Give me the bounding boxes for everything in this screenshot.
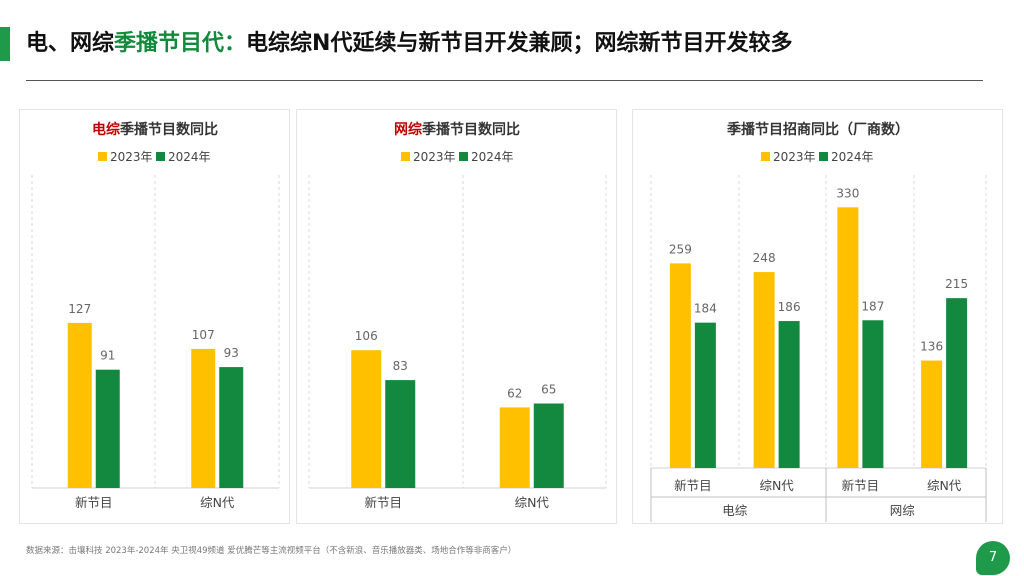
bar-2023 <box>921 360 943 468</box>
data-label-2024: 83 <box>393 359 408 373</box>
category-label: 综N代 <box>200 495 235 510</box>
category-label: 综N代 <box>515 495 550 510</box>
bar-2023 <box>351 350 382 488</box>
data-label-2023: 62 <box>507 386 522 400</box>
chart-title-rest: 季播节目数同比 <box>421 121 520 138</box>
data-label-2024: 215 <box>945 277 968 291</box>
legend-swatch-2023 <box>761 152 770 161</box>
data-label-2024: 91 <box>100 349 115 363</box>
page-number-badge: 7 <box>976 541 1010 575</box>
data-label-2024: 187 <box>861 299 884 313</box>
bar-2024 <box>385 380 416 488</box>
group-label: 网综 <box>890 503 916 518</box>
bar-2024 <box>219 367 244 488</box>
bar-2024 <box>533 403 564 488</box>
title-part-3: 电综综N代延续与新节目开发兼顾；网综新节目开发较多 <box>246 31 793 56</box>
legend-label-2024: 2024年 <box>168 150 211 164</box>
chart-sponsorship: 季播节目招商同比（厂商数） 2023年 2024年 259 184 新节目 248 186 综N… <box>650 121 987 522</box>
chart-title: 网综季播节目数同比 <box>394 121 520 138</box>
data-label-2023: 107 <box>192 328 215 342</box>
chart-title-highlight: 电综 <box>92 121 120 138</box>
data-source-note: 数据来源：击壤科技 2023年-2024年 央卫视49频道 爱优腾芒等主流视频平… <box>26 546 517 556</box>
chart-title-rest: 季播节目招商同比（厂商数） <box>726 121 909 138</box>
legend-label-2023: 2023年 <box>413 150 456 164</box>
legend-swatch-2024 <box>819 152 828 161</box>
data-label-2023: 127 <box>68 302 91 316</box>
chart-dianzong-count: 电综季播节目数同比 2023年 2024年 127 91 新节目 107 93 综N代 <box>31 121 280 510</box>
category-label: 新节目 <box>842 478 880 493</box>
legend-label-2023: 2023年 <box>773 150 816 164</box>
bar-2023 <box>669 263 691 468</box>
chart-title: 季播节目招商同比（厂商数） <box>726 121 909 138</box>
chart-title: 电综季播节目数同比 <box>92 121 218 138</box>
data-label-2024: 186 <box>778 300 801 314</box>
title-part-2: 季播节目代： <box>114 31 247 56</box>
data-label-2024: 184 <box>694 302 717 316</box>
legend-swatch-2024 <box>156 152 165 161</box>
category-label: 综N代 <box>759 478 794 493</box>
group-label: 电综 <box>722 503 748 518</box>
legend-label-2023: 2023年 <box>110 150 153 164</box>
data-label-2024: 65 <box>541 383 556 397</box>
bar-2023 <box>67 322 92 488</box>
data-label-2023: 330 <box>836 186 859 200</box>
page-title: 电、网综季播节目代：电综综N代延续与新节目开发兼顾；网综新节目开发较多 <box>26 26 792 62</box>
legend-swatch-2023 <box>401 152 410 161</box>
category-label: 新节目 <box>674 478 712 493</box>
legend-label-2024: 2024年 <box>831 150 874 164</box>
data-label-2024: 93 <box>224 346 239 360</box>
bar-2023 <box>499 407 530 488</box>
category-label: 新节目 <box>364 495 402 510</box>
legend-label-2024: 2024年 <box>471 150 514 164</box>
chart-title-rest: 季播节目数同比 <box>119 121 218 138</box>
data-label-2023: 248 <box>753 251 776 265</box>
bar-2024 <box>694 322 716 468</box>
chart-title-highlight: 网综 <box>394 121 422 138</box>
legend-swatch-2023 <box>98 152 107 161</box>
bar-2024 <box>778 321 800 468</box>
bar-2023 <box>191 348 216 488</box>
bar-2023 <box>837 207 859 469</box>
title-part-1: 电、网综 <box>26 31 115 56</box>
data-label-2023: 136 <box>920 340 943 354</box>
chart-panel-sponsorship: 季播节目招商同比（厂商数） 2023年 2024年 259 184 新节目 248 186 综N… <box>632 109 1003 524</box>
bar-2024 <box>95 369 120 488</box>
legend-swatch-2024 <box>459 152 468 161</box>
chart-panel-wangzong-count: 网综季播节目数同比 2023年 2024年 106 83 新节目 62 65 综N代 <box>296 109 617 524</box>
title-divider <box>26 80 983 81</box>
chart-panel-dianzong-count: 电综季播节目数同比 2023年 2024年 127 91 新节目 107 93 综N代 <box>19 109 290 524</box>
category-label: 综N代 <box>927 478 962 493</box>
bar-2023 <box>753 272 775 468</box>
bar-2024 <box>862 320 884 468</box>
chart-wangzong-count: 网综季播节目数同比 2023年 2024年 106 83 新节目 62 65 综N代 <box>308 121 607 510</box>
title-accent-bar <box>0 27 10 61</box>
data-label-2023: 259 <box>669 242 692 256</box>
bar-2024 <box>946 298 968 468</box>
category-label: 新节目 <box>75 495 113 510</box>
data-label-2023: 106 <box>355 329 378 343</box>
